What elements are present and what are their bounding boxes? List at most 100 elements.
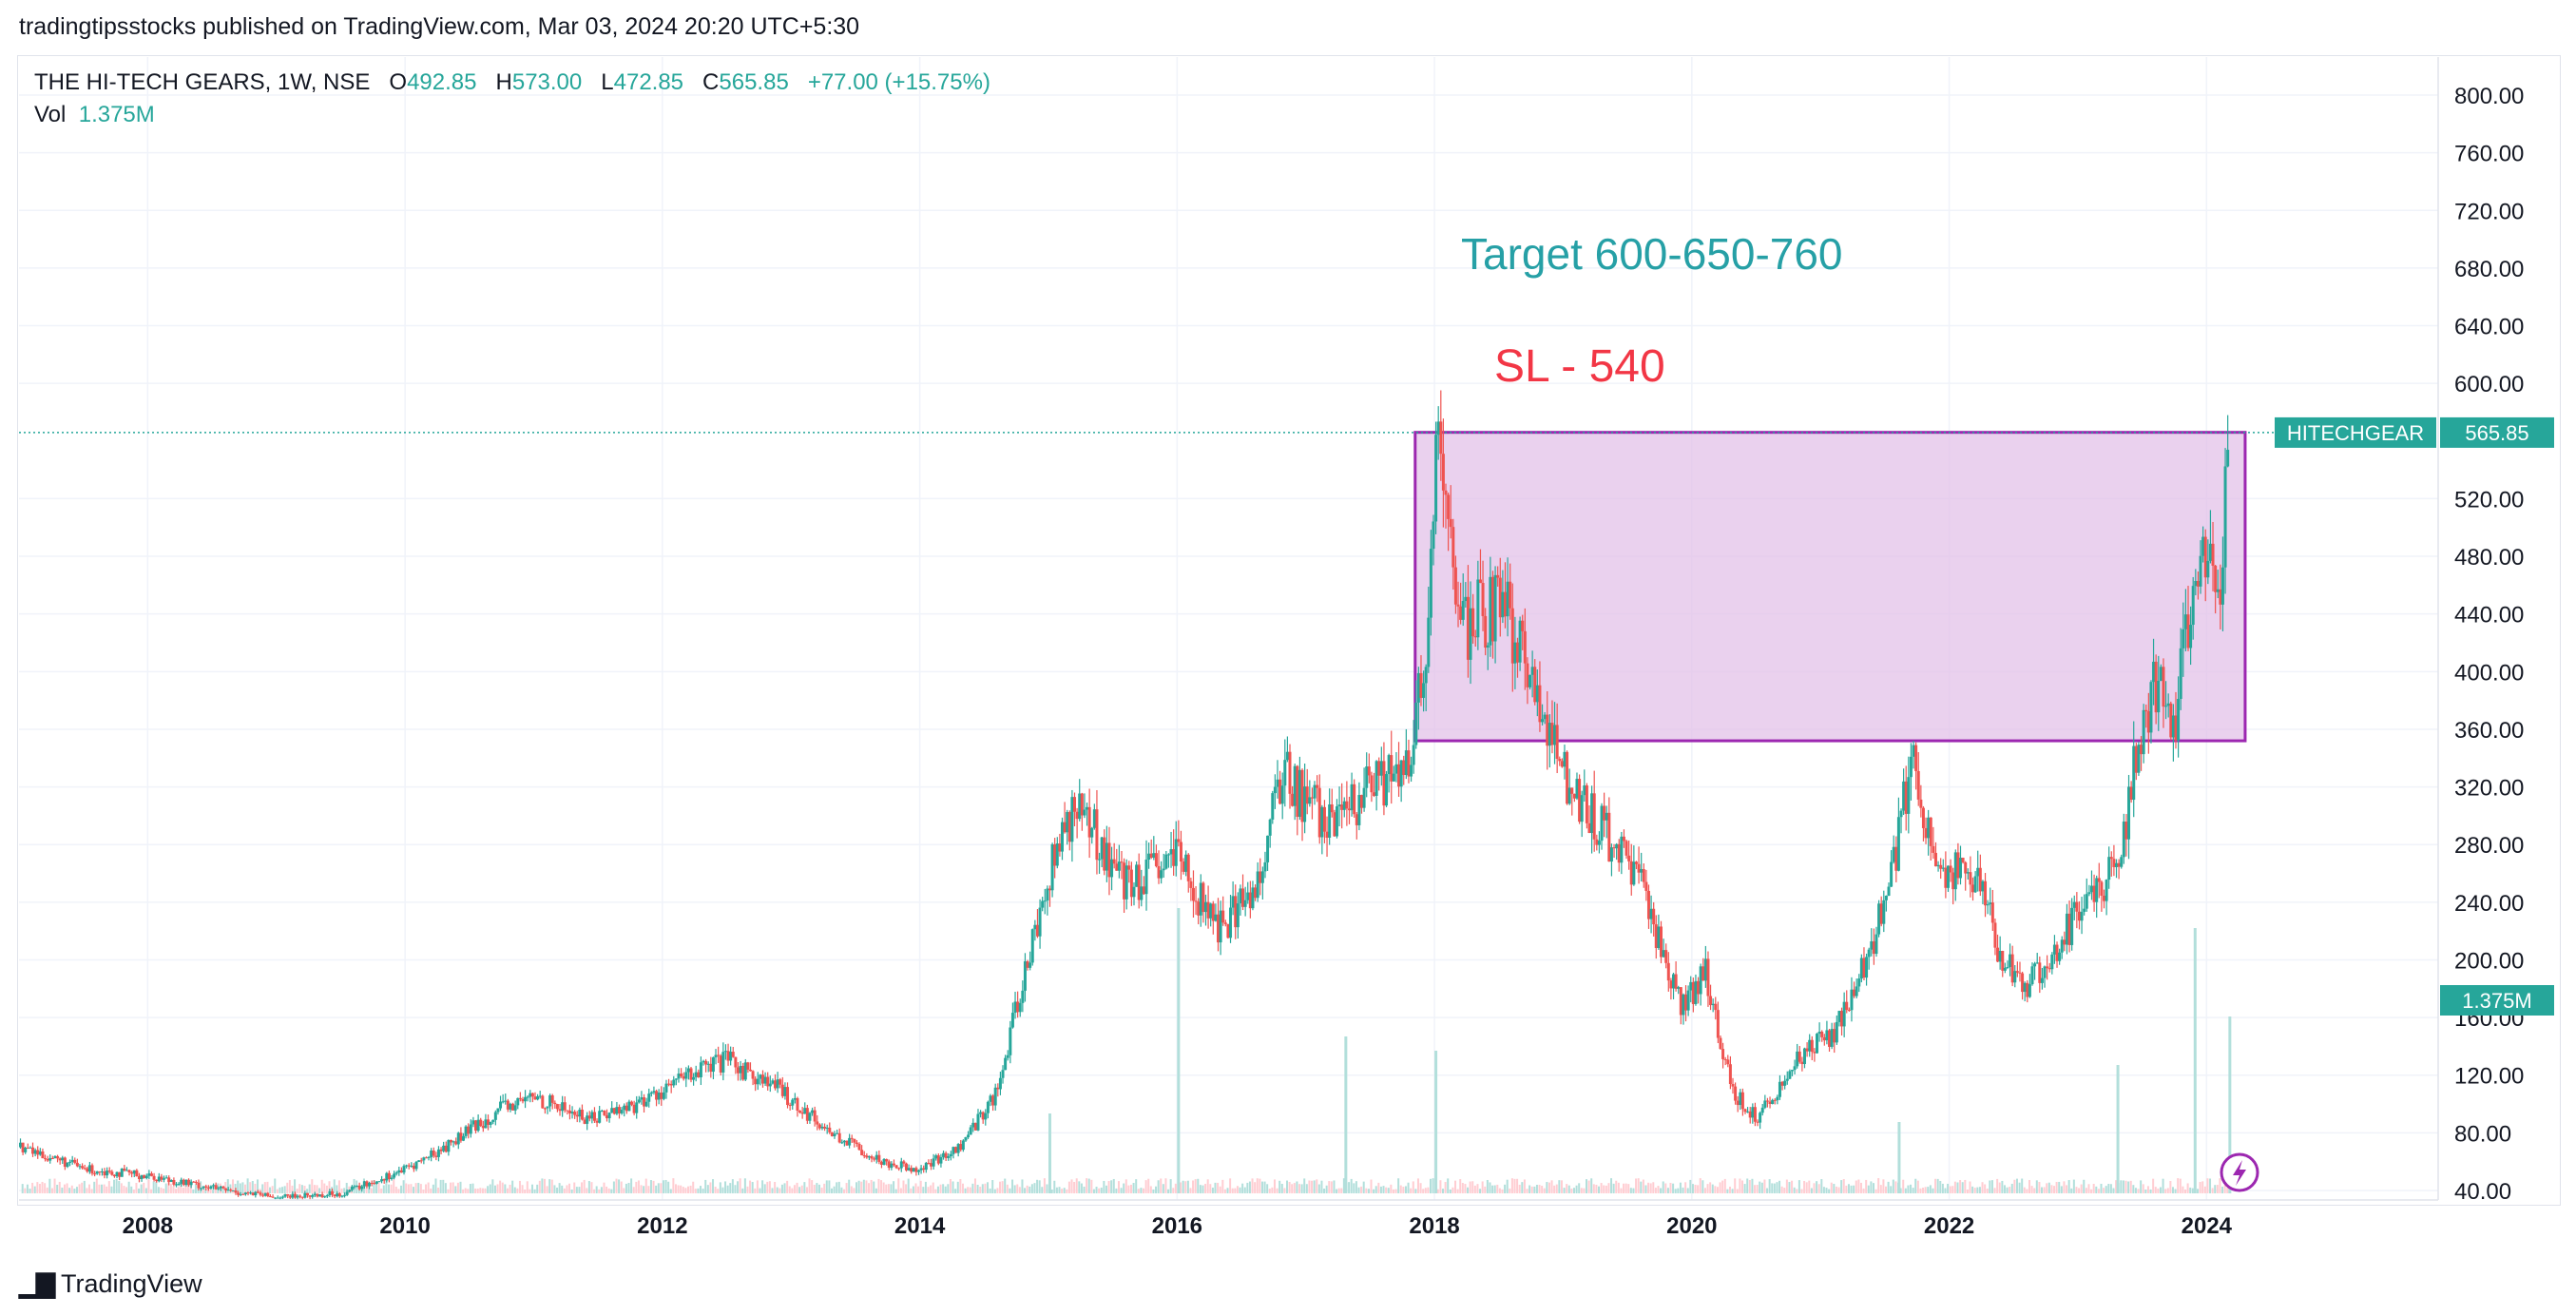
volume-bar [226, 1179, 229, 1193]
candle-body [214, 1185, 218, 1190]
price-zone-box[interactable] [1413, 431, 2247, 743]
volume-bar [944, 1186, 947, 1193]
candle-body [865, 1155, 869, 1158]
volume-bar [394, 1187, 397, 1193]
volume-bar [2166, 1188, 2169, 1193]
volume-bar [1422, 1189, 1425, 1193]
volume-bar [1961, 1182, 1964, 1193]
candle-body [1404, 750, 1408, 776]
candle-body [318, 1194, 322, 1197]
candle-body [1884, 896, 1888, 900]
volume-bar [1214, 1182, 1217, 1193]
volume-bar [1711, 1184, 1714, 1193]
volume-bar [766, 1181, 769, 1193]
volume-bar [31, 1182, 34, 1193]
volume-bar [907, 1178, 910, 1193]
volume-bar [1837, 1187, 1840, 1193]
volume-bar [442, 1179, 445, 1193]
candle-body [368, 1182, 372, 1187]
volume-bar [1902, 1179, 1905, 1193]
volume-bar [2193, 928, 2197, 1193]
candle-body [98, 1171, 102, 1172]
candle-body [1879, 903, 1883, 924]
candle-body [1872, 940, 1875, 955]
candle-body [1578, 779, 1582, 822]
volume-bar [1489, 1182, 1491, 1193]
volume-bar [387, 1184, 390, 1193]
volume-bar [1273, 1179, 1276, 1193]
stop-loss-annotation[interactable]: SL - 540 [1494, 341, 1665, 392]
volume-bar [533, 1189, 536, 1193]
last-price-tag [2440, 416, 2554, 448]
candle-body [2050, 954, 2054, 970]
volume-bar [81, 1182, 84, 1193]
volume-bar [1989, 1180, 1991, 1193]
volume-bar [643, 1186, 645, 1193]
candle-body [2189, 625, 2193, 648]
candle-body [1373, 792, 1376, 796]
volume-bar [1223, 1189, 1226, 1193]
volume-bar [328, 1181, 331, 1193]
volume-bar [587, 1181, 590, 1193]
candle-body [944, 1152, 948, 1158]
volume-bar [484, 1188, 487, 1193]
candle-body [87, 1165, 91, 1172]
volume-bar [1766, 1188, 1769, 1193]
volume-bar [1330, 1181, 1333, 1193]
time-tick-label: 2008 [123, 1213, 173, 1239]
candle-body [1154, 853, 1158, 866]
candle-body [33, 1150, 37, 1154]
candle-body [2154, 661, 2158, 713]
candle-body [184, 1179, 188, 1186]
candle-body [1627, 855, 1631, 861]
volume-bar [1862, 1188, 1865, 1193]
volume-bar [2003, 1185, 2006, 1193]
candle-body [529, 1093, 532, 1097]
candle-body [618, 1107, 622, 1113]
volume-bar [1953, 1181, 1956, 1193]
tradingview-logo[interactable]: ▁▇ TradingView [19, 1269, 202, 1299]
volume-bar [1129, 1184, 1132, 1193]
candle-body [885, 1158, 889, 1162]
volume-bar [2142, 1184, 2144, 1193]
candle-body [533, 1096, 537, 1100]
candle-body [2152, 661, 2156, 683]
candle-body [296, 1195, 299, 1198]
lightning-icon[interactable] [2220, 1152, 2259, 1192]
candle-body [734, 1056, 738, 1068]
candle-body [1904, 781, 1908, 814]
volume-bar [1910, 1184, 1913, 1193]
volume-bar [927, 1187, 930, 1193]
candle-body [1941, 867, 1945, 869]
candle-body [754, 1078, 758, 1085]
candle-body [459, 1132, 463, 1141]
candle-body [1973, 876, 1977, 893]
volume-bar [1797, 1180, 1800, 1193]
candle-body [1751, 1107, 1755, 1118]
volume-bar [1506, 1179, 1509, 1193]
target-annotation[interactable]: Target 600-650-760 [1461, 229, 1843, 279]
volume-bar [206, 1189, 209, 1193]
candle-body [410, 1165, 413, 1167]
volume-bar [1686, 1188, 1689, 1193]
volume-bar [56, 1184, 59, 1193]
candle-body [796, 1097, 799, 1112]
volume-bar [811, 1180, 814, 1193]
candle-body [471, 1120, 475, 1125]
candle-body [1280, 785, 1284, 804]
candle-body [31, 1147, 35, 1154]
volume-bar [1100, 1187, 1103, 1193]
candle-body [853, 1138, 856, 1143]
candle-body [1147, 853, 1151, 861]
chart-frame [17, 55, 2561, 1206]
volume-bar [1723, 1178, 1726, 1193]
candle-body [1013, 1001, 1017, 1014]
candle-body [558, 1109, 562, 1112]
volume-bar [1144, 1180, 1147, 1193]
candle-body [699, 1062, 702, 1077]
volume-bar [568, 1183, 571, 1193]
volume-bar [1105, 1185, 1107, 1193]
volume-bar [1271, 1187, 1274, 1193]
volume-bar [130, 1186, 133, 1193]
